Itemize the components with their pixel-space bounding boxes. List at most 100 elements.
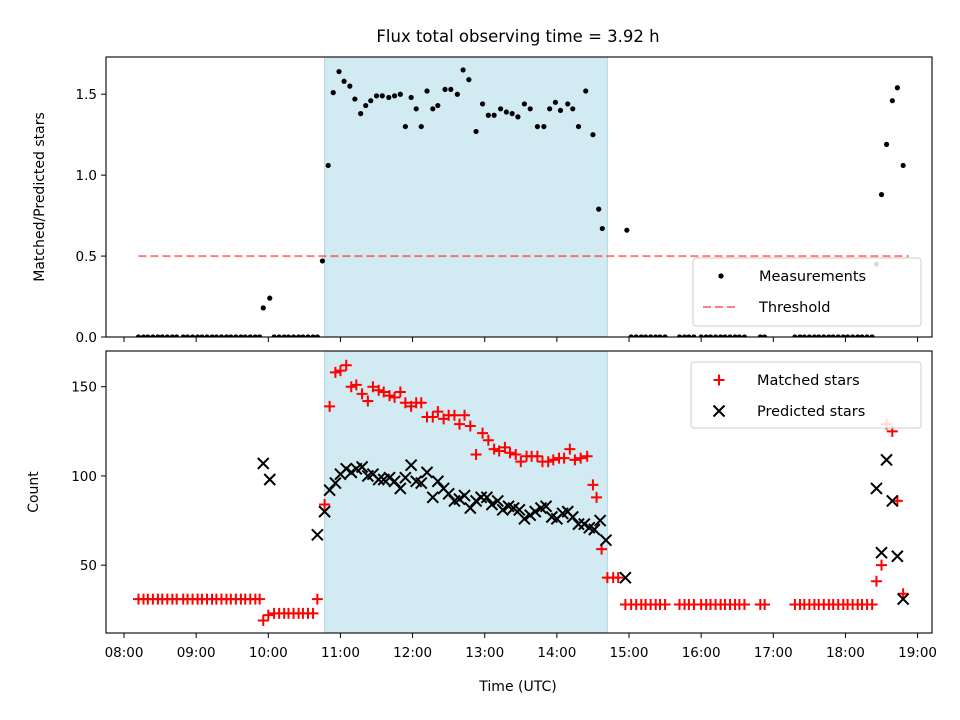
bottom-series-matched-stars [132, 359, 909, 627]
measurement-point [575, 123, 582, 130]
legend-box [692, 257, 922, 327]
matched-star-point [464, 420, 476, 432]
measurement-point [806, 334, 812, 337]
measurement-point [223, 334, 230, 337]
measurement-point [305, 334, 311, 337]
measurement-point [341, 78, 347, 84]
measurement-point [233, 334, 239, 337]
measurement-point [797, 334, 803, 337]
top-y-axis-label: Matched/Predicted stars [32, 112, 48, 282]
measurement-point [228, 334, 234, 337]
measurement-point [252, 334, 258, 337]
measurement-point [155, 334, 161, 337]
matched-star-point [870, 575, 882, 587]
measurement-point [352, 96, 358, 102]
measurement-point [741, 334, 748, 337]
measurement-point [498, 106, 504, 112]
measurement-point [547, 106, 553, 112]
measurement-point [657, 334, 663, 337]
matched-star-point [477, 427, 489, 439]
measurement-point [180, 334, 186, 337]
legend-label: Threshold [758, 300, 830, 316]
predicted-star-point [896, 592, 910, 606]
matched-star-point [362, 395, 374, 407]
measurement-point [889, 98, 895, 104]
legend-label: Matched stars [757, 373, 860, 389]
measurement-point [184, 334, 191, 337]
bottom-panel: 08:00 09:00 10:00 11:00 12:00 13:00 14:00 15:00… [71, 350, 937, 661]
predicted-star-point [329, 476, 342, 490]
predicted-star-point [318, 505, 331, 518]
measurement-point [218, 334, 225, 337]
top-y-tick-label: 0.0 [76, 330, 97, 346]
matched-star-point [531, 450, 543, 462]
measurement-point [460, 67, 466, 73]
matched-star-point [378, 386, 390, 398]
predicted-star-point [404, 459, 418, 472]
matched-star-point [482, 434, 494, 446]
top-observing-span [324, 56, 608, 338]
measurement-point [830, 334, 836, 337]
measurement-point [643, 334, 649, 337]
measurement-point [281, 334, 287, 337]
x-axis-label: Time (UTC) [478, 679, 556, 695]
matched-star-point [415, 397, 427, 409]
measurement-point [473, 128, 479, 135]
top-panel: 0.0 0.5 1.0 1.5 Measurements Threshold [76, 56, 933, 346]
measurement-point [276, 334, 282, 337]
measurement-point [247, 334, 253, 337]
measurement-point [319, 258, 326, 264]
measurement-point [164, 334, 170, 337]
measurement-point [757, 334, 763, 337]
matched-star-point [591, 491, 603, 503]
matched-star-point [334, 365, 346, 377]
matched-star-point [384, 390, 396, 402]
measurement-point [199, 334, 205, 337]
matched-star-point [448, 409, 460, 421]
measurement-point [883, 141, 890, 147]
top-y-tick-label: 1.5 [76, 87, 97, 103]
predicted-star-point [426, 491, 440, 504]
matched-star-point [319, 498, 331, 510]
matched-star-point [587, 479, 599, 491]
measurement-point [257, 334, 263, 337]
predicted-star-point [458, 489, 471, 502]
measurement-point [869, 334, 875, 337]
predicted-star-point [539, 500, 553, 513]
measurement-point [296, 334, 302, 337]
measurement-point [698, 334, 704, 337]
measurement-point [325, 162, 331, 169]
measurement-point [418, 123, 424, 130]
measurement-point [300, 334, 306, 337]
measurement-point [792, 334, 798, 337]
measurement-point [363, 102, 369, 109]
matched-star-point [876, 559, 888, 571]
bottom-plot-area [132, 359, 910, 627]
matched-star-point [367, 381, 379, 393]
measurement-point [442, 86, 448, 92]
measurement-point [195, 334, 201, 337]
x-tick-label: 13:00 [465, 645, 504, 661]
matched-star-point [558, 452, 570, 464]
x-tick-label: 08:00 [105, 645, 144, 661]
matched-star-point [499, 441, 511, 453]
measurement-point [448, 86, 454, 92]
measurement-point [762, 334, 768, 337]
measurement-point [727, 334, 733, 337]
measurement-point [290, 334, 297, 337]
matched-star-point [399, 397, 411, 409]
matched-star-point [866, 598, 878, 610]
measurement-point [565, 101, 571, 107]
measurement-point [599, 225, 605, 232]
matched-star-point [453, 418, 465, 430]
matched-star-point [581, 450, 593, 462]
predicted-star-point [263, 473, 276, 486]
measurement-point [878, 191, 885, 198]
x-tick-label: 17:00 [754, 645, 793, 661]
measurement-point [238, 334, 244, 337]
measurement-point [707, 334, 714, 337]
measurement-point [159, 334, 165, 337]
matched-star-point [432, 406, 444, 418]
matched-star-point [510, 449, 522, 461]
predicted-star-point [593, 514, 607, 527]
